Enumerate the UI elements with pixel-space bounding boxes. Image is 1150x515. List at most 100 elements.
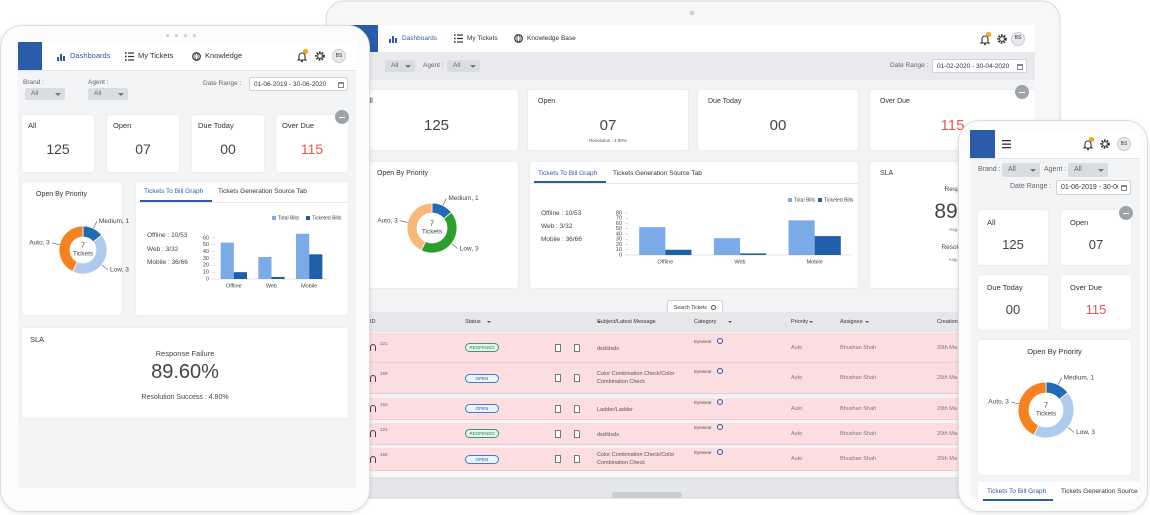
tab[interactable]: Tickets Generation Source Tab	[613, 170, 702, 177]
cell-assignee: Bhushan Shah	[840, 344, 877, 351]
collapse-button[interactable]	[1015, 85, 1029, 99]
date-range-input[interactable]: 01-06-2019 - 30-06-2020	[249, 77, 348, 91]
cell-assignee: Bhushan Shah	[840, 430, 877, 437]
column-header[interactable]: Category	[694, 319, 717, 325]
icon-part	[389, 39, 391, 43]
column-header[interactable]: Status	[465, 319, 481, 325]
icon-part	[125, 55, 127, 57]
segment-label: Auto, 3	[988, 399, 1009, 406]
notification-bell[interactable]	[296, 48, 309, 63]
active-tab-underline	[140, 200, 212, 202]
column-header[interactable]: Assignee	[840, 319, 863, 325]
column-header[interactable]: Creation Date	[937, 319, 971, 325]
tab[interactable]: Tickets Generation Source Tab	[218, 188, 307, 195]
icon-part	[1002, 143, 1011, 145]
icon-part	[516, 34, 521, 43]
nav-item[interactable]: Knowledge	[205, 50, 243, 60]
legend-label: Total Bills	[794, 197, 816, 203]
column-header[interactable]: ID	[370, 319, 376, 325]
user-avatar[interactable]: BS	[1011, 31, 1025, 46]
avatar-initials: BS	[1014, 35, 1022, 41]
label-leader	[1067, 427, 1075, 433]
segment-label: Low, 3	[1076, 429, 1095, 436]
status-chip: OPEN	[465, 454, 499, 464]
icon-part	[128, 51, 134, 54]
y-tick-label: 30	[203, 256, 209, 262]
nav-item[interactable]: Dashboards	[402, 34, 438, 42]
stat-card: Open 07 Resolution : 4.80%	[528, 90, 688, 150]
filter-select[interactable]: All	[447, 60, 480, 72]
stat-card: Open 07	[1061, 210, 1131, 265]
icon-part	[454, 41, 456, 43]
bar	[295, 233, 310, 279]
donut-center-value: 7	[1044, 400, 1048, 409]
tab[interactable]: Tickets Generation Source Tab	[1061, 488, 1140, 495]
icon-part	[128, 55, 134, 57]
icon-part	[339, 116, 345, 118]
cell-date: 25th Ma	[937, 456, 957, 462]
stat-value: 115	[940, 117, 965, 135]
table-row[interactable]: 121 REOPENED dsd/dsds Eyewear Auto Bhushan Sh…	[350, 333, 1035, 363]
laptop-screen: Dashboards My Tickets Knowledge Base BS Bran…	[350, 25, 1035, 471]
status-text: REOPENED	[469, 345, 495, 350]
notification-bell[interactable]	[1082, 136, 1095, 151]
avatar-initials: BS	[1120, 140, 1128, 147]
nav-item[interactable]: Dashboards	[70, 50, 111, 60]
settings-gear[interactable]	[315, 51, 325, 61]
stat-label: Over Due	[880, 98, 910, 105]
tab[interactable]: Tickets To Bill Graph	[987, 488, 1047, 495]
nav-item[interactable]: My Tickets	[467, 34, 498, 42]
filter-select[interactable]: All	[88, 88, 128, 100]
date-range-input[interactable]: 01-06-2019 - 30-06-2020	[1056, 180, 1131, 195]
donut-chart: Medium, 1 Low, 3 Auto, 3 7 Tickets	[377, 195, 479, 254]
nav-icon	[389, 36, 397, 43]
table-row[interactable]: 121 REOPENED dsd/dsds Eyewear Auto Bhushan Sh…	[350, 423, 1035, 445]
tab-divider	[136, 201, 348, 203]
table-row[interactable]: 159 OPEN Color Combination Check/Color Com…	[350, 363, 1035, 394]
filter-label: Date Range :	[203, 80, 242, 87]
settings-gear[interactable]	[997, 33, 1007, 44]
tab[interactable]: Tickets To Bill Graph	[538, 170, 598, 177]
date-range-input[interactable]: 01-02-2020 - 30-04-2020	[932, 59, 1027, 73]
column-header[interactable]: Subject/Latest Message	[597, 319, 656, 325]
nav-item[interactable]: My Tickets	[138, 50, 174, 60]
bill-summary: Web : 3/32	[541, 223, 573, 230]
laptop-camera	[689, 10, 695, 16]
table-row[interactable]: 163 OPEN Ladder/Ladder Eyewear Auto Bhushan S…	[350, 398, 1035, 420]
collapse-button[interactable]	[335, 110, 349, 124]
segment-label: Auto, 3	[29, 240, 50, 247]
tab[interactable]: Tickets To Bill Graph	[144, 188, 204, 195]
y-tick-label: 40	[203, 249, 209, 255]
stat-note: Resolution : 4.80%	[589, 138, 627, 143]
dropdown-caret	[728, 321, 732, 323]
filter-value: All	[453, 62, 461, 70]
label-leader	[451, 243, 458, 249]
donut-segment	[406, 202, 433, 252]
icon-part	[392, 36, 394, 43]
bar	[788, 220, 815, 255]
table-row[interactable]: 159 OPEN Color Combination Check/Color Com…	[350, 448, 1035, 471]
icon-part	[301, 60, 303, 63]
y-tick-label: 40	[616, 231, 622, 237]
column-header[interactable]: Priority	[791, 319, 809, 325]
calendar-icon	[338, 81, 344, 88]
nav-item[interactable]: Knowledge Base	[527, 34, 576, 42]
menu-button[interactable]	[1002, 140, 1011, 149]
filter-select[interactable]: All	[25, 88, 65, 100]
user-avatar[interactable]: BS	[332, 49, 346, 63]
stat-value: 07	[599, 117, 617, 135]
filter-select[interactable]: All	[385, 60, 415, 72]
filter-select[interactable]: All	[1068, 163, 1108, 177]
bill-summary: Web : 3/32	[147, 245, 179, 253]
icon-part	[1002, 140, 1011, 142]
collapse-button[interactable]	[1119, 206, 1133, 220]
user-avatar[interactable]: BS	[1117, 137, 1131, 151]
chart-title: Open By Priority	[1027, 347, 1082, 356]
notification-bell[interactable]	[979, 31, 992, 45]
settings-gear[interactable]	[1100, 139, 1110, 149]
cell-priority: Auto	[791, 375, 803, 381]
dropdown-caret	[809, 321, 813, 323]
donut-center-label: Tickets	[1036, 411, 1057, 418]
cell-subject: dsd/dsds	[597, 345, 620, 352]
filter-select[interactable]: All	[1002, 163, 1040, 177]
